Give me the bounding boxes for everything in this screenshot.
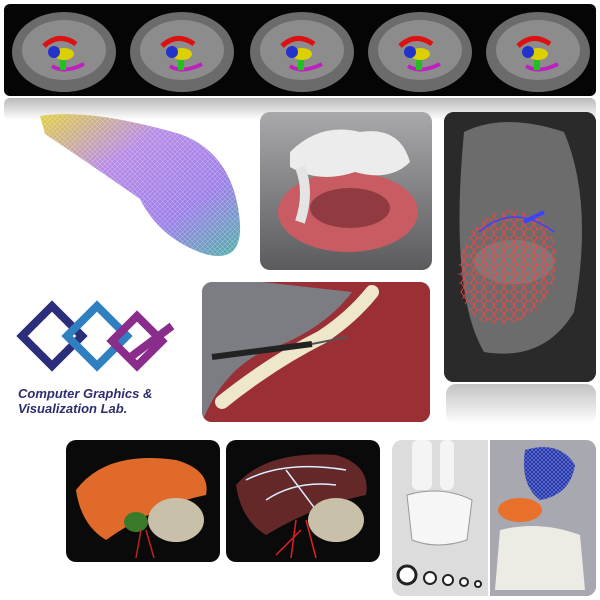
mri-slice [12, 12, 116, 92]
teeth-panel [202, 282, 430, 422]
bone-render-panel [260, 112, 432, 270]
mri-slice [368, 12, 472, 92]
liver-panel [66, 440, 220, 562]
bone-render [278, 129, 418, 252]
heart-ct-panel [444, 112, 596, 382]
mri-slice [250, 12, 354, 92]
surface-mesh-panel [30, 104, 250, 274]
mri-slice [486, 12, 590, 92]
liver-render [76, 458, 207, 559]
lab-logo-text: Computer Graphics & Visualization Lab. [18, 386, 188, 416]
mri-slice [130, 12, 234, 92]
liver-vessels-panel [226, 440, 380, 562]
logo-mark [16, 300, 175, 372]
teeth-render [202, 282, 430, 422]
ankle-mesh-render [490, 440, 596, 596]
heart-reflection [446, 384, 596, 424]
foot-bones-panel [392, 440, 488, 596]
mri-slices [12, 12, 590, 92]
liver-vessels-render [236, 454, 367, 559]
ankle-mesh-panel [490, 440, 596, 596]
lab-logo [12, 296, 188, 422]
surface-mesh [40, 114, 241, 256]
foot-bones-render [392, 440, 488, 596]
mri-strip [4, 4, 596, 96]
logo-line1: Computer Graphics & [18, 386, 153, 401]
heart-ct [444, 112, 596, 382]
logo-line2: Visualization Lab. [18, 401, 128, 416]
